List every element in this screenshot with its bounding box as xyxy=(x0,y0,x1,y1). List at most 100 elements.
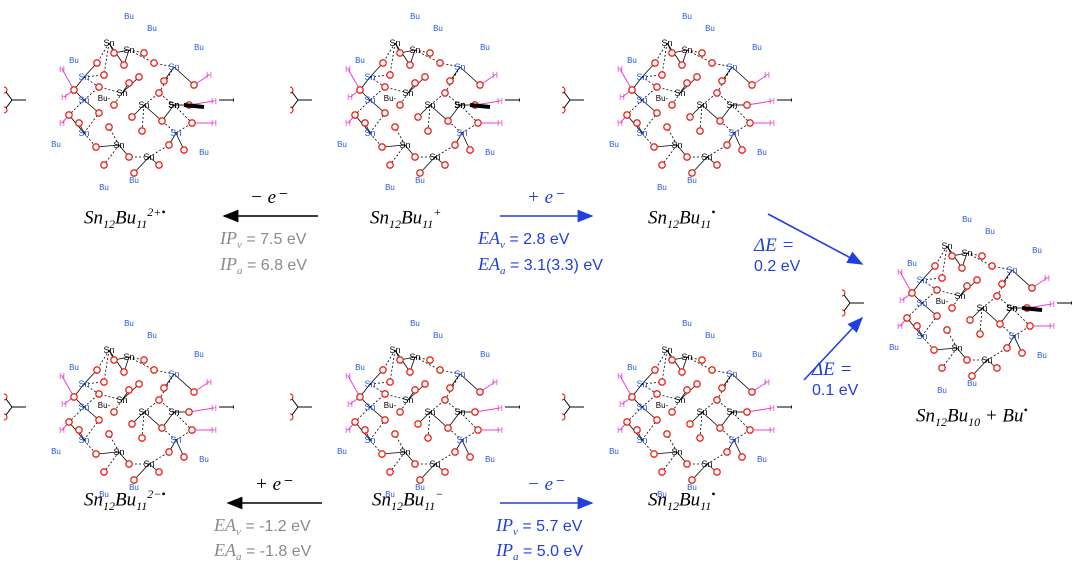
oxygen-atom xyxy=(411,386,419,394)
oxygen-atom xyxy=(978,252,986,260)
butyl-label: Bu xyxy=(433,24,443,33)
sn-o-bond xyxy=(686,49,713,64)
acetate-bond xyxy=(563,91,571,101)
sn-o-bond xyxy=(128,49,155,64)
tin-atom: Sn xyxy=(364,72,375,82)
hydrogen-atom: H xyxy=(617,426,623,435)
tin-atom: Sn xyxy=(916,331,927,341)
hydrogen-atom: H xyxy=(619,93,625,102)
tin-atom: Sn xyxy=(78,95,89,105)
oxygen-atom xyxy=(105,430,113,438)
oxygen-atom xyxy=(396,49,404,57)
tin-atom: Sn xyxy=(701,459,712,469)
oxygen-atom xyxy=(100,71,108,79)
oxygen-atom xyxy=(125,460,133,468)
sn-o-bond xyxy=(83,439,97,455)
label-dianion: Sn12Bu112−• xyxy=(84,487,166,514)
oxygen-atom xyxy=(441,89,449,97)
hydrogen-atom: H xyxy=(59,65,65,74)
hydrogen-atom: H xyxy=(617,119,623,128)
oxygen-atom xyxy=(658,468,666,476)
oxygen-atom xyxy=(110,408,118,416)
oxygen-atom xyxy=(140,356,148,364)
oxygen-atom xyxy=(678,61,686,69)
acetate-bond xyxy=(563,99,571,109)
oxygen-atom xyxy=(436,59,444,67)
oxygen-atom xyxy=(446,77,454,85)
oxygen-atom xyxy=(95,390,103,398)
hydrogen-atom: H xyxy=(1049,300,1055,309)
oxygen-atom xyxy=(125,79,133,87)
tin-atom: Sn xyxy=(389,345,400,355)
sn-o-bond xyxy=(641,132,655,148)
sn-o-bond xyxy=(447,427,463,441)
arrow-label-top-left: − e⁻ xyxy=(250,187,287,208)
tin-atom: Sn xyxy=(671,447,682,457)
sn-o-bond xyxy=(921,335,935,351)
oxygen-atom xyxy=(378,450,386,458)
o-h-bond xyxy=(188,407,215,413)
sn-o-bond xyxy=(921,315,938,337)
sn-o-bond xyxy=(701,104,721,122)
butyl-label: Bu xyxy=(124,12,134,21)
hydrogen-atom: H xyxy=(764,378,770,387)
oxygen-atom xyxy=(668,408,676,416)
hydrogen-atom: H xyxy=(617,65,623,74)
o-h-bond xyxy=(347,375,361,398)
oxygen-atom xyxy=(105,123,113,131)
sn-o-bond xyxy=(158,373,175,401)
oxygen-atom xyxy=(70,86,78,94)
tin-atom: Sn xyxy=(170,435,181,445)
hydrogen-atom: H xyxy=(619,400,625,409)
oxygen-atom xyxy=(426,356,434,364)
sn-o-bond xyxy=(979,307,983,335)
oxygen-atom xyxy=(379,59,387,67)
sn-o-bond xyxy=(103,42,110,76)
oxygen-atom xyxy=(356,393,364,401)
oxygen-atom xyxy=(155,468,163,476)
oxygen-atom xyxy=(976,330,984,338)
oxygen-atom xyxy=(426,49,434,57)
oxygen-atom xyxy=(421,380,429,388)
oxygen-atom xyxy=(1018,349,1026,357)
tin-atom: Sn xyxy=(728,435,739,445)
arrow-to-product-top xyxy=(767,213,864,265)
hydrogen-atom: H xyxy=(211,404,217,413)
oxygen-atom xyxy=(938,274,946,282)
butyl-label: Bu xyxy=(705,24,715,33)
sn-o-bond xyxy=(981,307,1001,325)
butyl-label: Bu xyxy=(480,350,490,359)
acetate-oxygen xyxy=(842,309,846,317)
sn-o-bond xyxy=(641,383,658,395)
oxygen-atom xyxy=(474,426,482,434)
tin-atom: Sn xyxy=(78,128,89,138)
oxygen-atom xyxy=(653,83,661,91)
tin-atom: Sn xyxy=(364,379,375,389)
sn-o-bond xyxy=(389,349,396,383)
tin-atom: Sn xyxy=(954,291,965,301)
sn-acetate-bond xyxy=(1021,306,1043,312)
oxygen-atom xyxy=(128,420,136,428)
oxygen-atom xyxy=(931,262,939,270)
sn-o-bond xyxy=(921,279,938,291)
oxygen-atom xyxy=(658,161,666,169)
hydrogen-atom: H xyxy=(59,119,65,128)
oxygen-atom xyxy=(623,111,631,119)
butyl-label: Bu xyxy=(129,176,139,185)
hydrogen-atom: H xyxy=(497,97,503,106)
oxygen-atom xyxy=(663,123,671,131)
oxygen-atom xyxy=(713,89,721,97)
sn-o-bond xyxy=(731,66,753,86)
acetate-bond xyxy=(843,294,851,304)
tin-atom: Sn xyxy=(143,459,154,469)
oxygen-atom xyxy=(125,153,133,161)
oxygen-atom xyxy=(993,364,1001,372)
butyl-label: Bu xyxy=(99,183,109,192)
oxygen-atom xyxy=(424,127,432,135)
acetate-bond xyxy=(291,91,299,101)
butyl-label: Bu xyxy=(657,490,667,499)
hydrogen-atom: H xyxy=(347,400,353,409)
oxygen-atom xyxy=(1026,322,1034,330)
butyl-label: Bu xyxy=(69,56,79,65)
oxygen-atom xyxy=(190,388,198,396)
